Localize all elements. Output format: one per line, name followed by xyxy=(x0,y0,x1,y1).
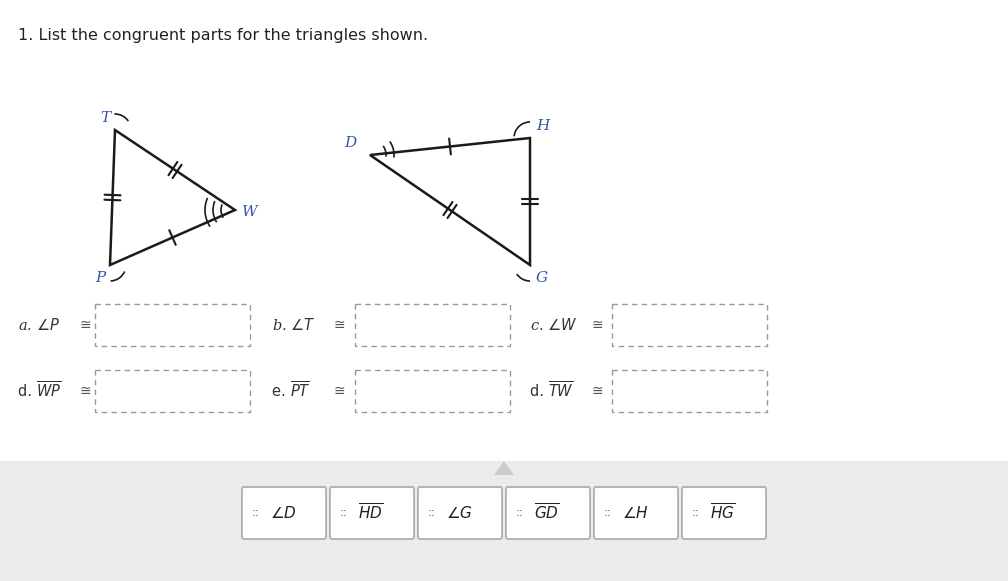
Text: G: G xyxy=(536,271,548,285)
Text: $\overline{HD}$: $\overline{HD}$ xyxy=(358,503,383,523)
FancyBboxPatch shape xyxy=(594,487,678,539)
Text: ≅: ≅ xyxy=(592,318,604,332)
Text: ::: :: xyxy=(340,507,348,519)
Text: $\overline{PT}$: $\overline{PT}$ xyxy=(290,381,310,401)
Text: $\angle G$: $\angle G$ xyxy=(446,505,473,521)
Text: ≅: ≅ xyxy=(80,318,92,332)
Text: H: H xyxy=(536,119,549,133)
FancyBboxPatch shape xyxy=(242,487,326,539)
FancyBboxPatch shape xyxy=(682,487,766,539)
Text: ≅: ≅ xyxy=(592,384,604,398)
Text: $\angle H$: $\angle H$ xyxy=(622,505,649,521)
FancyBboxPatch shape xyxy=(418,487,502,539)
Text: $\overline{GD}$: $\overline{GD}$ xyxy=(534,503,559,523)
Text: ≅: ≅ xyxy=(334,384,346,398)
Text: a. $\angle P$: a. $\angle P$ xyxy=(18,317,59,333)
Text: $\overline{HG}$: $\overline{HG}$ xyxy=(710,503,735,523)
Text: ::: :: xyxy=(428,507,436,519)
Text: c. $\angle W$: c. $\angle W$ xyxy=(530,317,578,333)
Text: $\angle D$: $\angle D$ xyxy=(270,505,296,521)
Text: 1. List the congruent parts for the triangles shown.: 1. List the congruent parts for the tria… xyxy=(18,28,428,43)
FancyBboxPatch shape xyxy=(0,461,1008,581)
Text: $\overline{TW}$: $\overline{TW}$ xyxy=(548,381,574,401)
Text: ::: :: xyxy=(692,507,700,519)
Text: $\overline{WP}$: $\overline{WP}$ xyxy=(36,381,61,401)
Text: D: D xyxy=(344,136,356,150)
Text: ::: :: xyxy=(516,507,524,519)
Text: W: W xyxy=(242,205,258,219)
Text: b. $\angle T$: b. $\angle T$ xyxy=(272,317,316,333)
FancyBboxPatch shape xyxy=(506,487,590,539)
Text: ::: :: xyxy=(252,507,260,519)
Text: ::: :: xyxy=(604,507,612,519)
FancyBboxPatch shape xyxy=(330,487,414,539)
Polygon shape xyxy=(494,461,514,475)
Text: T: T xyxy=(100,111,110,125)
Text: ≅: ≅ xyxy=(334,318,346,332)
Text: d.: d. xyxy=(530,383,548,399)
Text: P: P xyxy=(95,271,105,285)
Text: d.: d. xyxy=(18,383,36,399)
Text: ≅: ≅ xyxy=(80,384,92,398)
Text: e.: e. xyxy=(272,383,290,399)
